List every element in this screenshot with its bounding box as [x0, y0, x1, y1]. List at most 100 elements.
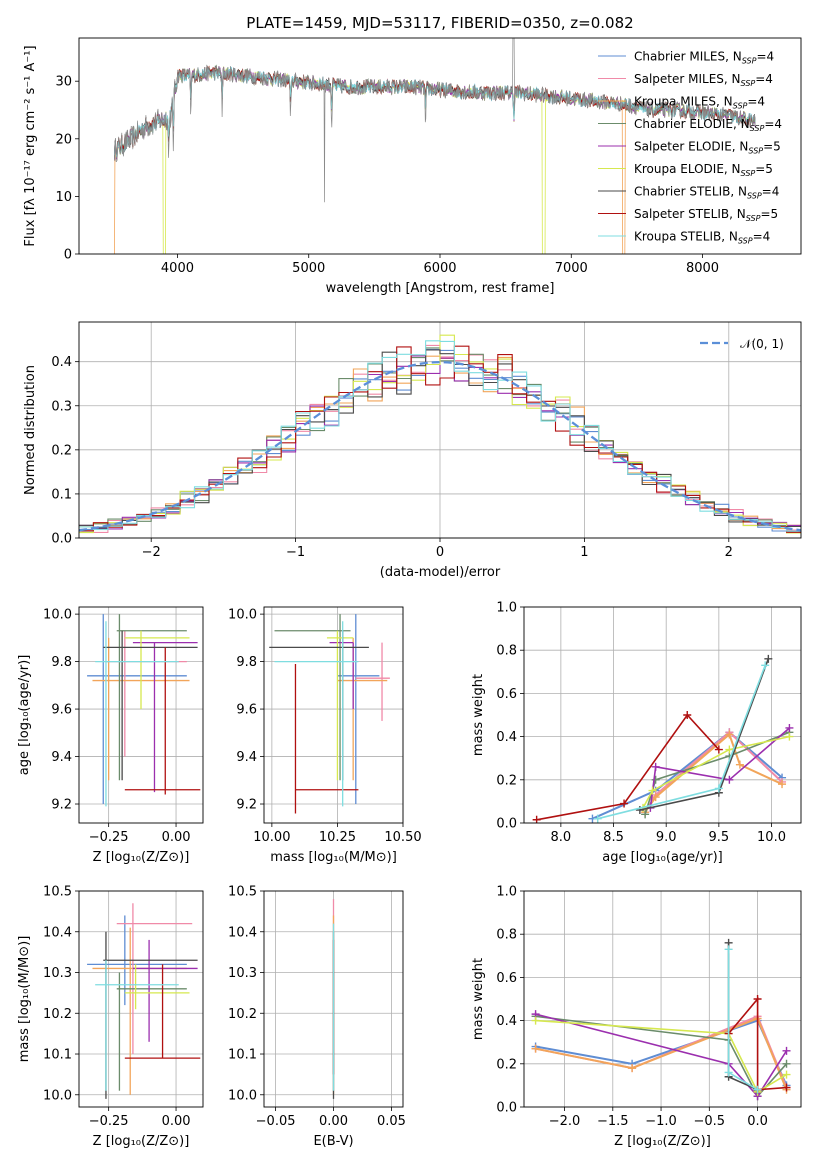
panel-spectrum: 4000 5000 6000 7000 8000 0 10 20 30 wavelength [A… — [23, 37, 802, 296]
weight-series-kroupa-stelib — [593, 661, 770, 823]
axes-frame — [78, 890, 204, 1108]
x-axis-label: E(B-V) — [313, 1134, 353, 1149]
weight-point-marker — [651, 762, 660, 771]
weight-point-marker — [628, 1064, 637, 1073]
y-tick-label: 9.8 — [236, 655, 257, 670]
y-tick-label: 10.5 — [43, 885, 72, 900]
gaussian-curve — [79, 360, 801, 532]
y-tick-label: 0.6 — [496, 687, 517, 702]
weight-point-marker — [761, 661, 770, 670]
y-axis-label: mass weight — [471, 674, 486, 756]
weight-line — [642, 735, 790, 809]
errorbar-salpeter-miles — [105, 630, 187, 757]
y-tick-label: 0.2 — [496, 773, 517, 788]
y-tick-label: 9.2 — [51, 798, 72, 813]
y-tick-label: 0.8 — [496, 928, 517, 943]
errorbar-chabrier-elodie — [274, 614, 351, 781]
errorbar-chabrier-miles — [337, 614, 380, 805]
axes-frame — [263, 890, 404, 1108]
x-tick-label: 0 — [436, 545, 444, 560]
errorbar-kroupa-miles — [92, 927, 187, 1095]
x-tick-label: −0.25 — [89, 1114, 129, 1129]
x-axis-label: Z [log₁₀(Z/Z⊙)] — [93, 1134, 190, 1149]
x-tick-label: 2 — [725, 545, 733, 560]
y-tick-label: 10.1 — [43, 1048, 72, 1063]
weight-point-marker — [782, 1070, 791, 1079]
plot-area — [79, 334, 801, 534]
weight-point-marker — [778, 780, 787, 789]
weight-line — [644, 731, 790, 815]
y-tick-label: 10.2 — [228, 1007, 257, 1022]
y-tick-label: 10.0 — [228, 1088, 257, 1103]
panel-weight-age: 8.0 8.5 9.0 9.5 10.0 0.0 0.2 0.4 0.6 0.8 1.0 age [l… — [471, 601, 802, 865]
residual-histogram-salpeter-stelib — [79, 345, 801, 533]
y-tick-label: 1.0 — [496, 601, 517, 616]
errorbar-kroupa-elodie — [326, 630, 354, 781]
x-tick-label: 9.0 — [656, 830, 677, 845]
weight-point-marker — [735, 760, 744, 769]
errorbar-chabrier-miles — [87, 614, 187, 805]
x-tick-label: 10.0 — [757, 830, 786, 845]
weight-series-kroupa-miles — [641, 730, 787, 817]
y-tick-label: 9.6 — [51, 703, 72, 718]
weight-point-marker — [725, 745, 734, 754]
weight-point-marker — [651, 793, 660, 802]
legend-label: Chabrier STELIB, NSSP=4 — [634, 185, 779, 201]
y-tick-label: 0 — [64, 248, 72, 263]
x-tick-label: 0.0 — [747, 1114, 768, 1129]
errorbar-kroupa-elodie — [124, 964, 190, 1010]
x-tick-label: 10.00 — [253, 830, 290, 845]
weight-line — [727, 996, 787, 1091]
y-tick-label: 10.4 — [228, 925, 257, 940]
legend-label: Salpeter STELIB, NSSP=5 — [634, 207, 778, 223]
y-tick-label: 0.4 — [51, 355, 72, 370]
weight-point-marker — [764, 654, 773, 663]
x-tick-label: 1 — [580, 545, 588, 560]
errorbar-kroupa-stelib — [95, 621, 179, 807]
x-tick-label: 0.00 — [319, 1114, 348, 1129]
errorbar-salpeter-stelib — [124, 647, 201, 795]
y-tick-label: 10.1 — [228, 1048, 257, 1063]
errorbar-salpeter-miles — [116, 903, 193, 1055]
weight-point-marker — [641, 810, 650, 819]
plot-area — [114, 38, 756, 254]
weight-point-marker — [782, 1083, 791, 1092]
y-tick-label: 0.2 — [51, 443, 72, 458]
weight-point-marker — [714, 784, 723, 793]
weight-point-marker — [620, 799, 629, 808]
y-tick-label: 0.4 — [496, 1014, 517, 1029]
weight-point-marker — [753, 1085, 762, 1094]
panel-age-mass: 10.00 10.25 10.50 9.2 9.4 9.6 9.8 10.0 mass [log… — [228, 606, 422, 865]
y-tick-label: 10.0 — [228, 608, 257, 623]
weight-point-marker — [531, 1016, 540, 1025]
y-tick-label: 9.6 — [236, 703, 257, 718]
x-axis-label: (data-model)/error — [380, 565, 501, 580]
y-tick-label: 0.0 — [496, 1101, 517, 1116]
weight-point-marker — [683, 711, 692, 719]
panel-age-Z: −0.25 0.00 9.2 9.4 9.6 9.8 10.0 Z [log₁₀(Z/Z⊙)]… — [17, 606, 204, 865]
axes-frame — [263, 606, 404, 824]
weight-line — [536, 713, 720, 821]
weight-point-marker — [531, 1044, 540, 1053]
x-tick-label: 8.0 — [551, 830, 572, 845]
x-axis-label: Z [log₁₀(Z/Z⊙)] — [614, 1134, 711, 1149]
errorbar-chabrier-stelib — [103, 931, 198, 1099]
weight-point-marker — [532, 815, 541, 823]
weight-series-salpeter-stelib — [532, 711, 723, 823]
y-tick-label: 10.0 — [43, 1088, 72, 1103]
figure-title: PLATE=1459, MJD=53117, FIBERID=0350, z=0… — [246, 14, 633, 32]
y-tick-label: 10.5 — [228, 885, 257, 900]
x-tick-label: 6000 — [423, 261, 456, 276]
axes-frame — [523, 606, 802, 824]
y-tick-label: 0.1 — [51, 487, 72, 502]
legend-label: Salpeter MILES, NSSP=4 — [634, 72, 773, 88]
errorbar-salpeter-elodie — [132, 939, 198, 1042]
legend-label: Kroupa ELODIE, NSSP=5 — [634, 162, 773, 178]
errorbar-chabrier-stelib — [269, 630, 369, 781]
plot-area — [532, 654, 794, 823]
y-axis-label: mass [log₁₀(M/M⊙)] — [17, 936, 32, 1063]
errorbar-kroupa-elodie — [124, 630, 190, 710]
weight-point-marker — [782, 1046, 791, 1055]
weight-point-marker — [782, 1059, 791, 1068]
